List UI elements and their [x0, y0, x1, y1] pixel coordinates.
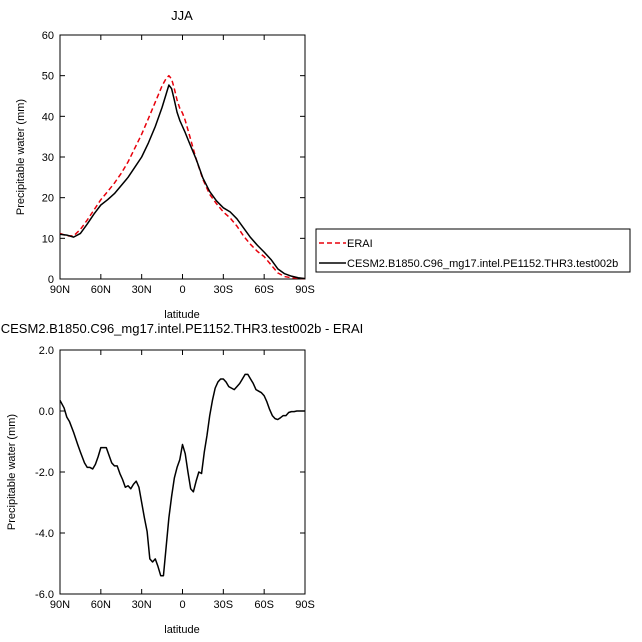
top-plot-title: JJA	[171, 8, 193, 23]
bottom-x-tick-label: 30N	[132, 599, 152, 611]
bottom-x-tick-label: 90N	[50, 599, 70, 611]
legend-box	[315, 228, 631, 273]
bottom-y-axis-title: Precipitable water (mm)	[6, 414, 18, 530]
bottom-y-axis: 2.0 0.0 -2.0 -4.0 -6.0	[35, 345, 305, 601]
legend: ERAI CESM2.B1850.C96_mg17.intel.PE1152.T…	[315, 228, 631, 273]
bottom-series-group	[59, 373, 305, 577]
bottom-x-tick-label: 0	[179, 599, 185, 611]
bottom-plot-frame	[59, 349, 306, 595]
top-y-tick-label: 10	[42, 233, 54, 245]
bottom-plot-title: CESM2.B1850.C96_mg17.intel.PE1152.THR3.t…	[1, 321, 364, 336]
bottom-y-tick-label: -6.0	[35, 589, 54, 601]
top-x-tick-label: 90S	[295, 284, 315, 296]
top-y-axis-title: Precipitable water (mm)	[15, 99, 27, 215]
top-plot-frame	[59, 34, 306, 280]
top-x-tick-label: 30N	[132, 284, 152, 296]
bottom-x-tick-label: 90S	[295, 599, 315, 611]
bottom-x-tick-label: 30S	[214, 599, 234, 611]
bottom-y-tick-label: -2.0	[35, 467, 54, 479]
top-y-axis: 0 10 20 30 40 50 60	[42, 30, 305, 286]
bottom-x-tick-label: 60S	[254, 599, 274, 611]
top-y-tick-label: 40	[42, 111, 54, 123]
bottom-y-tick-label: -4.0	[35, 528, 54, 540]
top-x-axis-title: latitude	[164, 309, 199, 321]
bottom-y-tick-label: 2.0	[39, 345, 54, 357]
top-y-tick-label: 20	[42, 193, 54, 205]
bottom-x-axis: 90N 60N 30N 0 30S 60S 90S	[50, 350, 315, 611]
bottom-plot: CESM2.B1850.C96_mg17.intel.PE1152.THR3.t…	[1, 321, 364, 636]
bottom-y-tick-label: 0.0	[39, 406, 54, 418]
top-series-line-1	[59, 84, 306, 280]
top-x-tick-label: 30S	[214, 284, 234, 296]
top-plot: JJA 0 10 20 30 40 50 60 90N 60N 30N 0 30S 60S 90S la…	[15, 8, 315, 321]
top-y-tick-label: 0	[48, 274, 54, 286]
top-x-tick-label: 60S	[254, 284, 274, 296]
legend-label-erai: ERAI	[347, 238, 373, 250]
bottom-x-axis-title: latitude	[164, 624, 199, 636]
top-x-tick-label: 60N	[91, 284, 111, 296]
top-y-tick-label: 60	[42, 30, 54, 42]
top-x-axis: 90N 60N 30N 0 30S 60S 90S	[50, 35, 315, 296]
bottom-x-tick-label: 60N	[91, 599, 111, 611]
top-x-tick-label: 0	[179, 284, 185, 296]
legend-label-cesm2: CESM2.B1850.C96_mg17.intel.PE1152.THR3.t…	[347, 258, 618, 270]
top-series-line-0	[59, 74, 306, 280]
bottom-series-line-0	[59, 373, 305, 577]
top-x-tick-label: 90N	[50, 284, 70, 296]
top-series-group	[59, 74, 306, 280]
top-y-tick-label: 50	[42, 71, 54, 83]
top-y-tick-label: 30	[42, 152, 54, 164]
